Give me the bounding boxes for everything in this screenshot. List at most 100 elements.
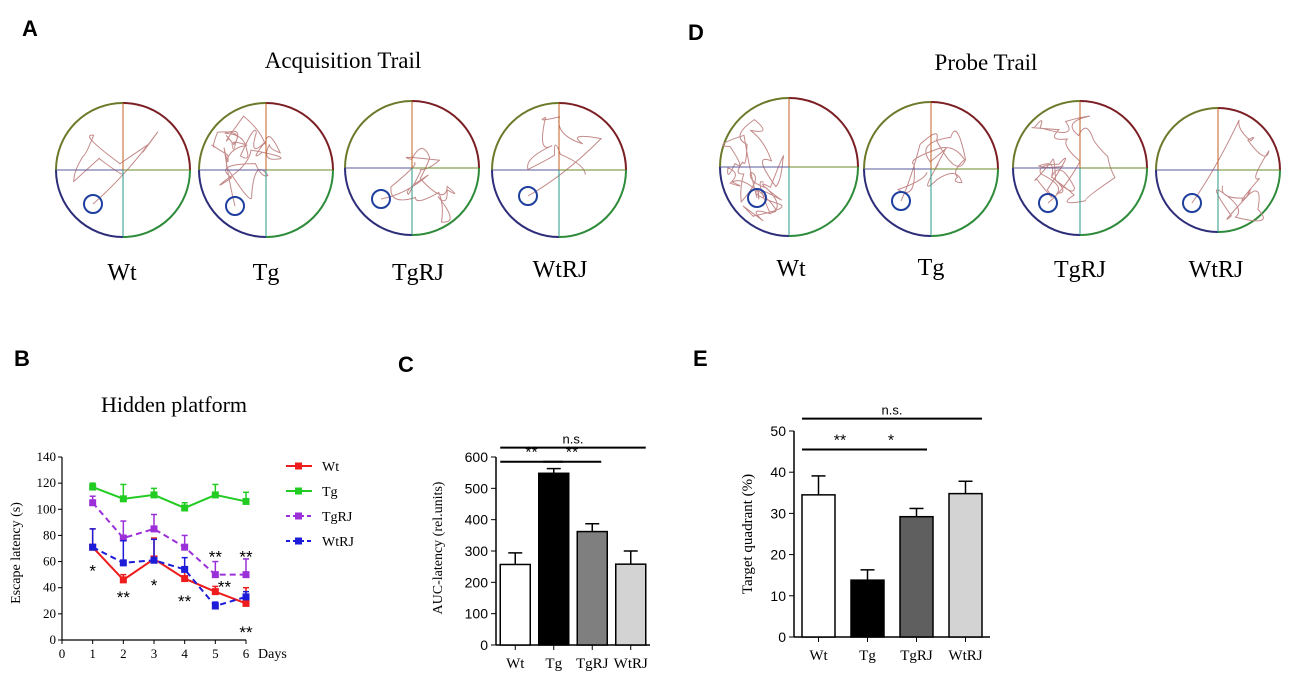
arena-wall-top-left — [344, 100, 413, 169]
arena-wall-bottom-right — [788, 166, 859, 237]
probe-arenas — [719, 97, 1281, 237]
chart-b-legend-marker — [295, 537, 302, 545]
chart-b-ylabel: Escape latency (s) — [9, 502, 24, 604]
chart-b-point — [150, 556, 158, 564]
chart-c-bar-tgrj — [576, 530, 608, 646]
chart-e-bar-wtrj — [948, 492, 983, 638]
chart-b-line — [91, 502, 246, 576]
chart-e-ytick-label: 50 — [770, 423, 786, 439]
arena-wall-bottom-right — [411, 167, 480, 236]
chart-c-bar-tg — [538, 472, 570, 646]
chart-b-series-tg — [89, 482, 250, 512]
arena-a-label-wtrj: WtRJ — [533, 257, 588, 283]
arena-wall-bottom-left — [863, 168, 932, 237]
arena-d-label-wtrj: WtRJ — [1189, 257, 1244, 283]
chart-b-point — [89, 499, 97, 507]
chart-e-xtick-label: Wt — [809, 648, 828, 664]
chart-b-ytick-label: 80 — [43, 527, 56, 542]
arena-d-label-tgrj: TgRJ — [1054, 257, 1106, 283]
arena-wall-bottom-left — [491, 169, 560, 238]
chart-b-point — [211, 588, 219, 596]
chart-b-point — [89, 483, 97, 491]
acquisition-arenas — [55, 100, 627, 238]
arena-d-label-wt: Wt — [776, 256, 806, 282]
chart-b-point — [242, 593, 250, 601]
platform-marker — [518, 186, 538, 206]
arena-a-wtrj — [491, 102, 627, 238]
chart-b-xtick-label: 0 — [59, 646, 66, 661]
chart-b-ytick-label: 100 — [37, 501, 57, 516]
chart-b-point — [181, 575, 189, 583]
swim-path — [73, 131, 159, 205]
arena-d-tgrj — [1012, 100, 1148, 236]
chart-b-line — [92, 546, 247, 608]
platform-marker — [225, 196, 245, 216]
swim-path — [211, 115, 282, 207]
chart-b-legend-marker — [295, 462, 302, 470]
chart-b-significance: ** — [117, 588, 131, 607]
chart-b-legend-label: Tg — [322, 485, 338, 500]
chart-b-significance: ** — [239, 623, 253, 642]
chart-e-bar-tg — [850, 579, 885, 638]
arena-wall-top-right — [930, 101, 999, 170]
arena-d-wtrj — [1155, 107, 1281, 233]
chart-b-point — [150, 525, 158, 533]
chart-c-xtick-label: Wt — [506, 656, 525, 672]
acquisition-trail-title: Acquisition Trail — [265, 48, 422, 73]
chart-b-xtick-label: 1 — [89, 646, 96, 661]
chart-e-ytick-label: 10 — [770, 588, 786, 604]
chart-e-bar-tgrj — [899, 515, 934, 638]
arena-a-wt — [55, 102, 191, 238]
arena-wall-bottom-right — [1217, 169, 1281, 233]
chart-b-xtick-label: 4 — [181, 646, 188, 661]
arena-a-tg — [198, 102, 334, 238]
platform-marker — [1182, 193, 1202, 213]
chart-b-point — [211, 491, 219, 499]
chart-c-ytick-label: 300 — [465, 543, 489, 559]
chart-c-ylabel: AUC-latency (rel.units) — [431, 481, 446, 614]
arena-wall-top-right — [1217, 107, 1281, 171]
arena-a-label-wt: Wt — [107, 260, 137, 286]
chart-e-xtick-label: Tg — [859, 648, 876, 664]
chart-b-point — [181, 504, 189, 512]
chart-b-xlabel: Days — [258, 647, 287, 662]
arena-wall-top-left — [863, 101, 932, 170]
chart-c-sig-label: n.s. — [563, 432, 584, 447]
chart-b-ytick-label: 60 — [43, 554, 56, 569]
probe-trail-title: Probe Trail — [935, 50, 1038, 75]
swim-path — [896, 130, 967, 202]
arena-wall-bottom-right — [930, 168, 999, 237]
chart-b-ytick-label: 0 — [50, 632, 57, 647]
chart-b-ytick-label: 140 — [37, 449, 57, 464]
chart-e-ytick-label: 30 — [770, 505, 786, 521]
arena-wall-bottom-right — [122, 169, 191, 238]
chart-b-series-wtrj — [89, 528, 250, 610]
platform-marker — [891, 191, 911, 211]
chart-e-ylabel: Target quadrant (%) — [740, 474, 756, 594]
arena-wall-bottom-right — [558, 169, 627, 238]
chart-b-legend-marker — [295, 512, 302, 520]
chart-e-ytick-label: 20 — [770, 547, 786, 563]
chart-b-series-tgrj — [89, 495, 250, 579]
chart-e-sig-label: * — [888, 433, 894, 450]
platform-marker — [83, 194, 103, 214]
chart-e-xtick-label: TgRJ — [900, 648, 933, 664]
arena-a-label-tg: Tg — [253, 260, 280, 286]
chart-e-sig-label: ** — [834, 433, 846, 450]
chart-b-point — [242, 497, 250, 505]
arena-a-label-tgrj: TgRJ — [392, 260, 444, 286]
arena-wall-bottom-right — [1079, 167, 1148, 236]
panel-letter-a: A — [22, 16, 38, 41]
chart-b-xtick-label: 5 — [212, 646, 219, 661]
chart-b-point — [181, 543, 189, 551]
chart-b-significance: ** — [178, 592, 192, 611]
arena-wall-bottom-left — [1155, 169, 1219, 233]
arena-wall-bottom-left — [198, 169, 267, 238]
arena-wall-top-left — [1155, 107, 1219, 171]
panel-letter-d: D — [688, 20, 704, 45]
chart-c-ytick-label: 400 — [465, 512, 489, 528]
chart-e-bar-wt — [801, 494, 836, 638]
panel-letter-b: B — [14, 346, 30, 371]
swim-path — [1031, 115, 1116, 204]
